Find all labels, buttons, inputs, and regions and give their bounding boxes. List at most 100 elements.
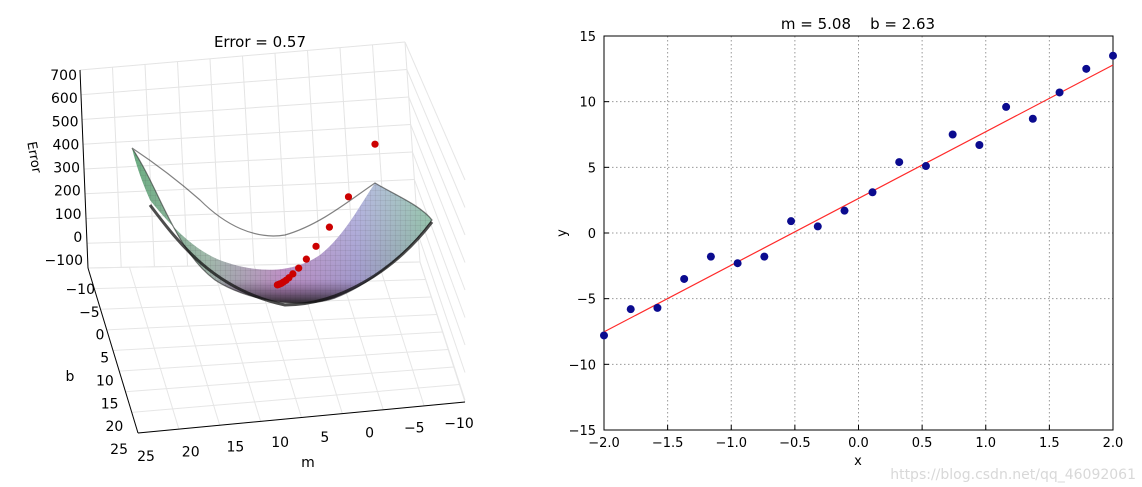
data-point bbox=[840, 206, 849, 215]
descent-path-points bbox=[273, 140, 379, 289]
data-point bbox=[1028, 114, 1037, 123]
y-tick-label: 5 bbox=[588, 161, 596, 176]
z-tick-label: 500 bbox=[52, 114, 79, 130]
z-axis-line bbox=[79, 69, 89, 269]
wall-grid-line bbox=[80, 69, 407, 96]
b-tick-label: 5 bbox=[100, 351, 109, 367]
m-tick-label: −10 bbox=[444, 416, 474, 432]
data-point bbox=[600, 331, 608, 340]
z-axis-label: Error bbox=[23, 140, 43, 174]
data-point bbox=[787, 217, 796, 226]
b-tick-label: 20 bbox=[105, 419, 123, 435]
wall-grid-line bbox=[413, 179, 466, 318]
wall-grid-line bbox=[81, 96, 409, 120]
z-tick-label: 700 bbox=[50, 68, 77, 84]
data-point bbox=[975, 141, 984, 150]
descent-point bbox=[273, 281, 281, 289]
z-tick-label: 400 bbox=[53, 137, 80, 153]
b-tick-label: 0 bbox=[96, 328, 105, 344]
z-tick-label: 200 bbox=[54, 184, 81, 200]
floor-grid-line bbox=[129, 267, 180, 430]
descent-point bbox=[325, 223, 333, 231]
floor-grid-line bbox=[378, 262, 425, 407]
surface-shading bbox=[132, 148, 432, 304]
m-tick-label: 5 bbox=[320, 430, 329, 446]
floor-grid-line bbox=[419, 261, 466, 403]
m-axis-ticks: 25 20 15 10 5 0 −5 −10 bbox=[137, 416, 474, 465]
x-axis-label: x bbox=[854, 454, 862, 469]
m-axis-label: m bbox=[301, 455, 315, 471]
y-tick-label: −15 bbox=[569, 424, 596, 439]
wall-grid-line bbox=[79, 41, 406, 71]
b-tick-label: −5 bbox=[79, 305, 100, 321]
x-tick-label: 2.0 bbox=[1103, 436, 1124, 451]
y-tick-label: 10 bbox=[579, 96, 596, 111]
m-tick-label: −5 bbox=[404, 421, 425, 437]
x-axis-ticks: −2.0 −1.5 −1.0 −0.5 0.0 0.5 1.0 1.5 2.0 bbox=[588, 425, 1123, 451]
b-axis-ticks: −10 −5 0 5 10 15 20 25 bbox=[65, 282, 128, 458]
data-point bbox=[626, 305, 635, 314]
wall-grid-line bbox=[410, 124, 466, 263]
watermark-text: https://blog.csdn.net/qq_46092061 bbox=[890, 467, 1136, 483]
z-tick-label: 100 bbox=[55, 207, 82, 223]
x-tick-label: −1.0 bbox=[715, 436, 747, 451]
scatter-grid bbox=[604, 36, 1113, 430]
m-axis-line bbox=[137, 401, 466, 434]
descent-point bbox=[302, 255, 310, 263]
y-tick-label: 0 bbox=[588, 227, 596, 242]
wall-grid-line bbox=[84, 179, 415, 195]
x-tick-label: 1.5 bbox=[1039, 436, 1060, 451]
descent-point bbox=[371, 140, 379, 148]
data-point bbox=[760, 252, 769, 261]
wall-grid-line bbox=[406, 69, 466, 208]
b-tick-label: 10 bbox=[96, 373, 114, 389]
data-point bbox=[1055, 88, 1064, 97]
m-tick-label: 10 bbox=[271, 435, 289, 451]
scatter-title: m = 5.08 b = 2.63 bbox=[781, 15, 935, 33]
error-surface-back bbox=[131, 147, 433, 304]
data-point bbox=[706, 252, 715, 261]
descent-point bbox=[344, 193, 353, 201]
data-point bbox=[733, 259, 742, 268]
y-axis-ticks: 15 10 5 0 −5 −10 −15 bbox=[569, 30, 609, 439]
x-tick-label: −2.0 bbox=[588, 436, 620, 451]
wall-grid-line bbox=[412, 151, 466, 291]
wall-grid-line bbox=[82, 124, 411, 145]
y-tick-label: −10 bbox=[569, 358, 596, 373]
regression-line bbox=[603, 64, 1114, 333]
y-tick-label: 15 bbox=[579, 30, 596, 45]
data-point bbox=[653, 303, 662, 312]
m-tick-label: 20 bbox=[182, 444, 200, 460]
b-axis-line bbox=[87, 267, 139, 434]
scatter-points bbox=[600, 51, 1117, 340]
scatter-chart: m = 5.08 b = 2.63 −2.0 −1.5 −1.0 −0.5 0.0 0.5… bbox=[555, 15, 1123, 469]
x-tick-label: 1.0 bbox=[975, 436, 996, 451]
descent-point bbox=[295, 264, 303, 272]
wall-grid-line bbox=[417, 234, 466, 373]
z-tick-label: 0 bbox=[73, 230, 82, 246]
data-point bbox=[1002, 102, 1011, 111]
descent-point bbox=[312, 242, 320, 250]
data-point bbox=[948, 130, 957, 139]
z-tick-label: −100 bbox=[45, 253, 83, 269]
surface-title: Error = 0.57 bbox=[214, 33, 306, 51]
b-tick-label: 25 bbox=[110, 442, 128, 458]
data-point bbox=[1109, 51, 1117, 60]
m-tick-label: 15 bbox=[227, 440, 245, 456]
background-wall-grid bbox=[79, 41, 466, 434]
data-point bbox=[895, 158, 904, 167]
z-tick-label: 300 bbox=[53, 161, 80, 177]
wall-grid-line bbox=[404, 41, 466, 181]
data-point bbox=[921, 162, 930, 171]
y-axis-label: y bbox=[555, 229, 570, 237]
floor-grid-line bbox=[170, 266, 221, 426]
x-tick-label: 0.0 bbox=[848, 436, 869, 451]
b-tick-label: 15 bbox=[101, 396, 119, 412]
data-point bbox=[868, 188, 877, 197]
x-tick-label: 0.5 bbox=[912, 436, 933, 451]
wall-grid-line bbox=[408, 96, 466, 236]
m-tick-label: 25 bbox=[137, 449, 155, 465]
surface-chart: Error = 0.57 Error b m 70060050040030020… bbox=[23, 33, 473, 471]
data-point bbox=[813, 222, 822, 231]
